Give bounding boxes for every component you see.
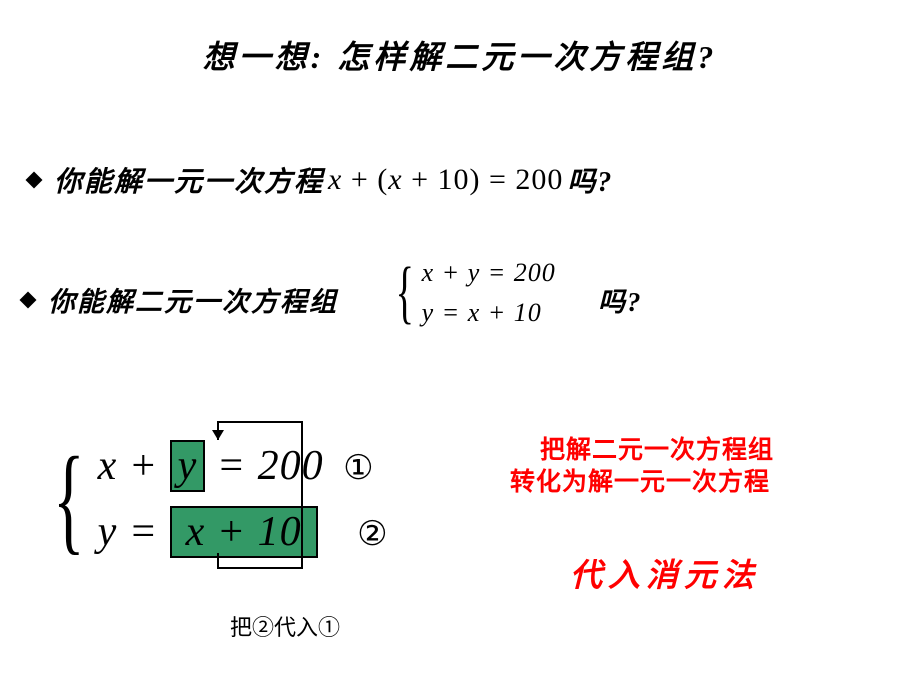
- big-r1-pre: x +: [98, 443, 170, 489]
- sys-small-row1: x + y = 200: [422, 258, 556, 288]
- sys-small-eq2: y = x + 10: [422, 298, 542, 327]
- highlight-x10: x + 10: [170, 506, 318, 558]
- sys-big-row2: y = x + 10 ②: [98, 506, 389, 558]
- mark-2: ②: [357, 515, 388, 553]
- note-method-text: 代入消元法: [570, 557, 760, 593]
- eq-x1: x: [328, 163, 342, 196]
- sys-small-eq1: x + y = 200: [422, 258, 556, 287]
- brace-icon: {: [396, 263, 414, 323]
- sys-small-row2: y = x + 10: [422, 298, 556, 328]
- eq-p1: + (: [342, 163, 388, 196]
- bullet-2: 你能解二元一次方程组: [22, 280, 338, 319]
- big-r2-hl: x + 10: [186, 509, 302, 555]
- eq-p2: + 10) = 200: [403, 163, 564, 196]
- brace-icon: {: [53, 448, 85, 550]
- page-title: 想一想: 怎样解二元一次方程组?: [0, 32, 920, 78]
- note-line2: 转化为解一元一次方程: [510, 462, 770, 498]
- note-method: 代入消元法: [570, 550, 760, 596]
- diamond-icon: [20, 291, 37, 308]
- bullet2-suffix-wrap: 吗?: [598, 280, 643, 319]
- note-line1: 把解二元一次方程组: [540, 430, 774, 466]
- caption-text: 把②代入①: [230, 615, 340, 640]
- substitution-arrows: [0, 0, 920, 690]
- sys-big-row1: x + y = 200 ①: [98, 440, 389, 492]
- bullet1-suffix: 吗?: [567, 160, 613, 200]
- big-r1-hl: y: [178, 443, 198, 489]
- eq-x2: x: [388, 163, 402, 196]
- bullet1-equation: x + (x + 10) = 200: [328, 163, 563, 197]
- highlight-y: y: [170, 440, 206, 492]
- bullet2-prefix: 你能解二元一次方程组: [48, 280, 338, 319]
- mark-1: ①: [343, 449, 374, 487]
- diamond-icon: [26, 172, 43, 189]
- substitution-caption: 把②代入①: [230, 610, 340, 642]
- system-big: { x + y = 200 ① y = x + 10 ②: [40, 440, 389, 558]
- bullet-1: 你能解一元一次方程 x + (x + 10) = 200 吗?: [28, 160, 613, 200]
- bullet1-prefix: 你能解一元一次方程: [54, 160, 324, 200]
- system-small: { x + y = 200 y = x + 10: [388, 258, 556, 328]
- big-r1-post: = 200: [205, 443, 323, 489]
- bullet2-suffix: 吗?: [598, 280, 643, 319]
- note-line2-text: 转化为解一元一次方程: [510, 468, 770, 496]
- note-line1-text: 把解二元一次方程组: [540, 436, 774, 464]
- title-text: 想一想: 怎样解二元一次方程组?: [203, 39, 718, 75]
- big-r2-pre: y =: [98, 509, 170, 555]
